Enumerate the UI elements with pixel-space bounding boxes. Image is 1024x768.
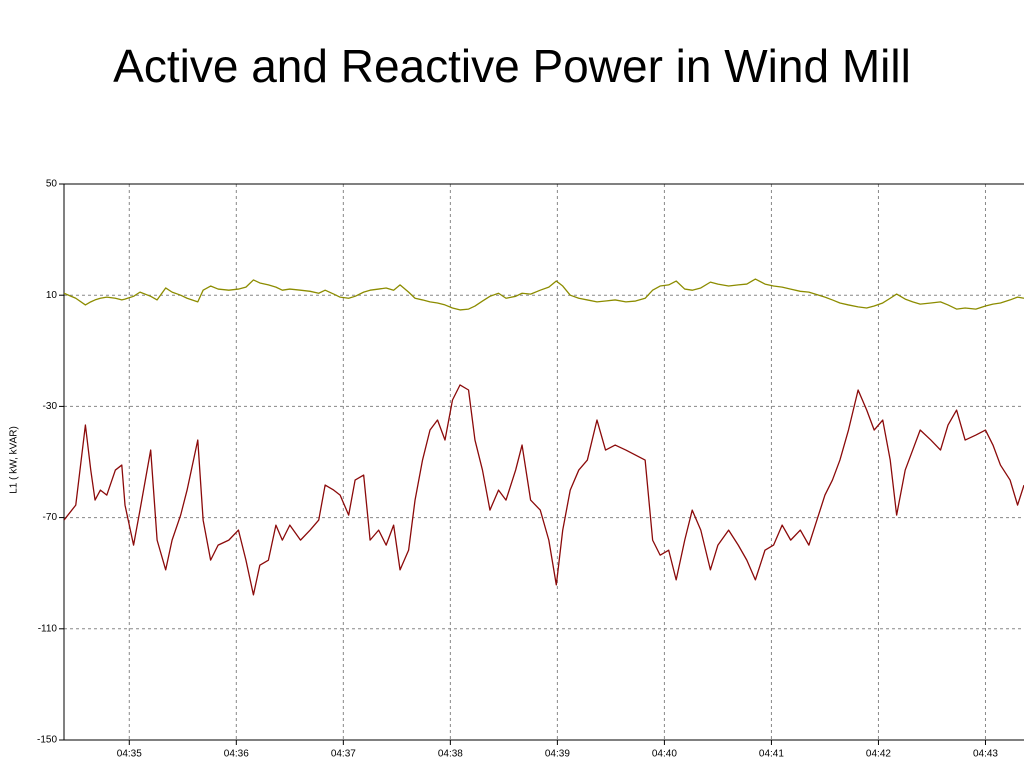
y-tick-label: 10 [46, 290, 58, 301]
x-tick-label: 04:37 [331, 749, 356, 760]
x-tick-label: 04:40 [652, 749, 677, 760]
y-tick-label: -30 [43, 401, 58, 412]
x-tick-label: 04:35 [117, 749, 142, 760]
x-tick-label: 04:42 [866, 749, 891, 760]
y-tick-label: 50 [46, 179, 58, 190]
x-tick-label: 04:41 [759, 749, 784, 760]
y-tick-label: -110 [38, 623, 58, 634]
x-tick-label: 04:39 [545, 749, 570, 760]
x-tick-label: 04:43 [973, 749, 998, 760]
y-tick-label: -70 [43, 512, 58, 523]
x-tick-label: 04:36 [224, 749, 249, 760]
series-line [64, 278, 1024, 311]
y-tick-label: -150 [37, 735, 57, 746]
chart-title: Active and Reactive Power in Wind Mill [113, 40, 911, 92]
series-line [64, 384, 1024, 596]
y-axis-label: L1 ( kW, kVAR) [9, 426, 20, 494]
plot-area [64, 278, 1024, 596]
x-tick-label: 04:38 [438, 749, 463, 760]
